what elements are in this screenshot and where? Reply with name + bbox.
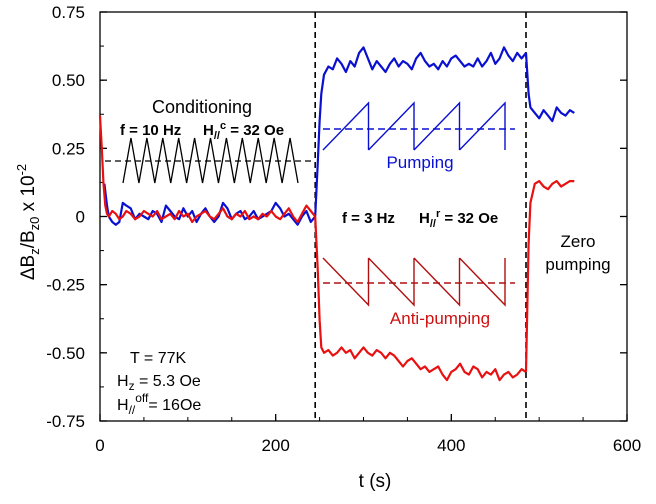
blue-series-line	[314, 46, 527, 217]
hoff-value: = 16Oe	[148, 397, 201, 414]
x-axis-label: t (s)	[359, 471, 392, 492]
y-label-tail: x 10	[18, 175, 39, 216]
y-label-exp: -2	[14, 164, 29, 176]
y-tick-label: 0.25	[52, 139, 85, 158]
conditioning-frequency: f = 10 Hz	[120, 122, 181, 139]
anti-pumping-label: Anti-pumping	[390, 309, 490, 328]
y-tick-label: -0.75	[46, 412, 85, 431]
hoff-sub: //	[129, 403, 136, 417]
blue-series-line	[524, 52, 575, 123]
plot-layer: 0.75 0.50 0.25 0 -0.25 -0.50 -0.75 0 200 400 600	[46, 3, 641, 455]
y-tick-label: -0.25	[46, 276, 85, 295]
red-series-line	[314, 216, 527, 382]
x-tick-label: 0	[95, 436, 104, 455]
hoff-main: H	[117, 397, 129, 414]
hz-label: Hz = 5.3 Oe	[117, 373, 201, 393]
mid-frequency: f = 3 Hz	[342, 210, 395, 227]
cond-field-sub: //	[214, 130, 220, 142]
mid-field-value: = 32 Oe	[440, 210, 498, 227]
x-tick-label: 600	[613, 436, 641, 455]
red-series-line	[98, 115, 317, 224]
y-tick-label: 0.50	[52, 71, 85, 90]
mid-field: H//r = 32 Oe	[419, 208, 498, 230]
cond-field-sup: c	[220, 120, 226, 132]
pumping-label: Pumping	[386, 153, 453, 172]
y-label-sub1: z	[27, 248, 42, 255]
y-tick-label: 0.75	[52, 3, 85, 22]
zero-pumping-line1: Zero	[561, 232, 596, 251]
x-tick-label: 200	[261, 436, 289, 455]
y-axis-label: ΔBz/Bz0 x 10-2	[14, 164, 42, 280]
mid-field-sub: //	[430, 218, 436, 230]
y-tick-label: 0	[76, 208, 85, 227]
y-label-mid: /B	[18, 230, 39, 248]
hoff-sup: off	[135, 391, 149, 405]
hz-value: = 5.3 Oe	[135, 373, 201, 390]
y-label-main: ΔB	[18, 255, 39, 280]
pumping-waveform	[322, 101, 506, 151]
cond-field-main: H	[203, 122, 214, 139]
cond-field-value: = 32 Oe	[226, 122, 284, 139]
conditioning-label: Conditioning	[152, 97, 252, 117]
hz-sub: z	[129, 379, 135, 393]
y-label-sub2: z0	[27, 217, 42, 231]
mid-field-main: H	[419, 210, 430, 227]
red-series-line	[524, 180, 575, 372]
conditioning-waveform	[122, 137, 299, 184]
anti-pumping-waveform	[322, 257, 506, 307]
x-tick-label: 400	[437, 436, 465, 455]
zero-pumping-line2: pumping	[545, 255, 610, 274]
hz-main: H	[117, 373, 129, 390]
y-tick-label: -0.50	[46, 344, 85, 363]
mid-field-sup: r	[436, 208, 441, 220]
temperature-label: T = 77K	[130, 350, 187, 367]
conditioning-field: H//c = 32 Oe	[203, 120, 284, 142]
hoff-label: H//off= 16Oe	[117, 391, 201, 417]
blue-series-line	[103, 183, 317, 226]
